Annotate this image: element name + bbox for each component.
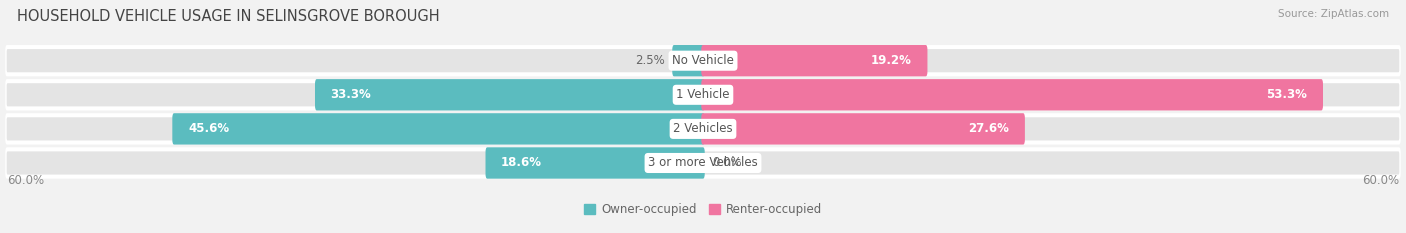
Text: 53.3%: 53.3% [1267, 88, 1308, 101]
Text: No Vehicle: No Vehicle [672, 54, 734, 67]
FancyBboxPatch shape [6, 45, 1400, 76]
Text: 60.0%: 60.0% [1362, 174, 1399, 187]
FancyBboxPatch shape [7, 117, 1399, 140]
FancyBboxPatch shape [702, 45, 928, 76]
Text: 3 or more Vehicles: 3 or more Vehicles [648, 157, 758, 169]
FancyBboxPatch shape [7, 83, 1399, 106]
Text: 2.5%: 2.5% [636, 54, 665, 67]
FancyBboxPatch shape [485, 147, 704, 179]
FancyBboxPatch shape [702, 113, 1025, 144]
FancyBboxPatch shape [315, 79, 704, 110]
Text: 27.6%: 27.6% [969, 122, 1010, 135]
Text: Source: ZipAtlas.com: Source: ZipAtlas.com [1278, 9, 1389, 19]
FancyBboxPatch shape [7, 151, 1399, 175]
FancyBboxPatch shape [672, 45, 704, 76]
Text: 45.6%: 45.6% [188, 122, 229, 135]
Text: 60.0%: 60.0% [7, 174, 44, 187]
FancyBboxPatch shape [6, 147, 1400, 179]
Text: 1 Vehicle: 1 Vehicle [676, 88, 730, 101]
Text: 2 Vehicles: 2 Vehicles [673, 122, 733, 135]
FancyBboxPatch shape [173, 113, 704, 144]
Text: 19.2%: 19.2% [870, 54, 912, 67]
FancyBboxPatch shape [6, 79, 1400, 110]
Text: 18.6%: 18.6% [501, 157, 543, 169]
FancyBboxPatch shape [7, 49, 1399, 72]
FancyBboxPatch shape [702, 79, 1323, 110]
FancyBboxPatch shape [6, 113, 1400, 144]
Legend: Owner-occupied, Renter-occupied: Owner-occupied, Renter-occupied [579, 198, 827, 221]
Text: HOUSEHOLD VEHICLE USAGE IN SELINSGROVE BOROUGH: HOUSEHOLD VEHICLE USAGE IN SELINSGROVE B… [17, 9, 440, 24]
Text: 33.3%: 33.3% [330, 88, 371, 101]
Text: 0.0%: 0.0% [713, 157, 742, 169]
